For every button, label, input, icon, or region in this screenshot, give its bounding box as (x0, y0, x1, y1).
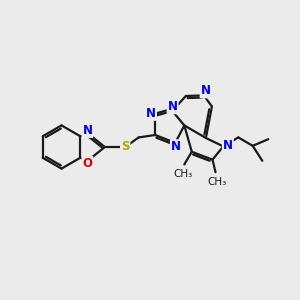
Text: N: N (201, 84, 211, 98)
Text: CH₃: CH₃ (173, 169, 192, 179)
Text: CH₃: CH₃ (208, 177, 227, 187)
Text: N: N (82, 124, 92, 137)
Text: N: N (223, 139, 233, 152)
Text: N: N (171, 140, 181, 153)
Text: S: S (121, 140, 130, 153)
Text: N: N (146, 107, 156, 120)
Text: O: O (82, 157, 92, 170)
Text: N: N (168, 100, 178, 113)
